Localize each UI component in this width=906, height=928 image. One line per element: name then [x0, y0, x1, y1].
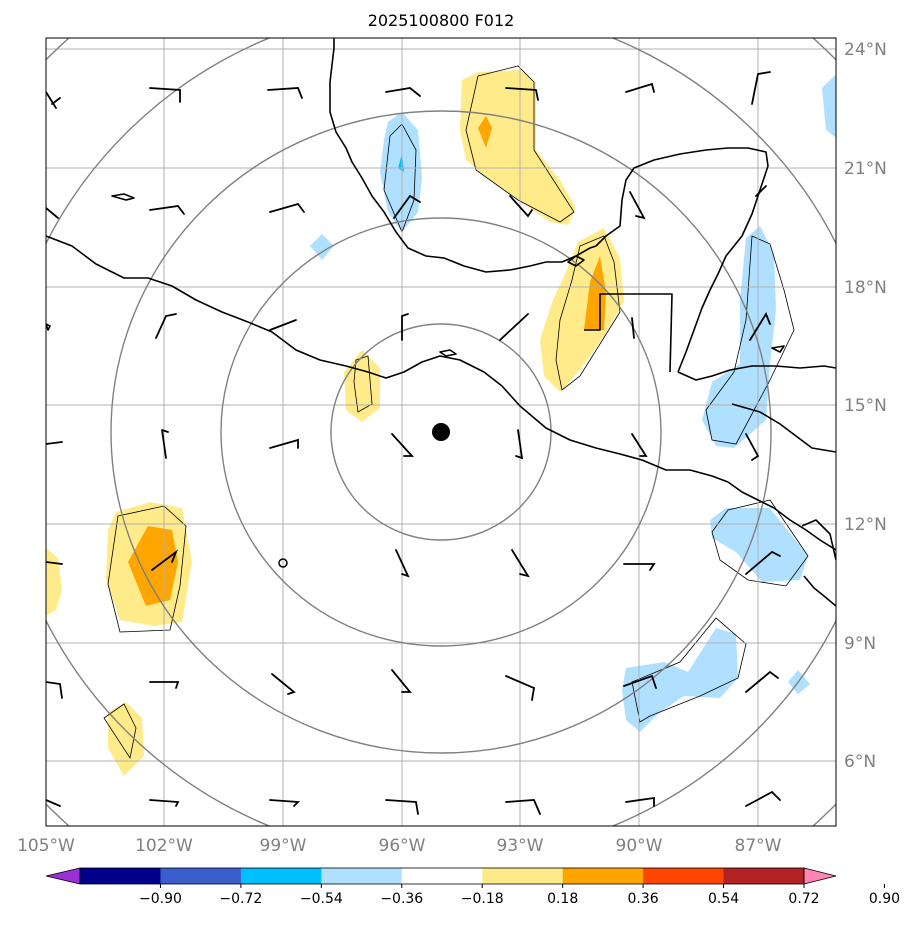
lat-label: 9°N [844, 634, 876, 654]
anomaly-shading [46, 70, 836, 776]
colorbar-tick-label: 0.54 [708, 891, 739, 907]
lat-label: 6°N [844, 752, 876, 772]
longitude-labels: 105°W 102°W 99°W 96°W 93°W 90°W 87°W [17, 836, 782, 856]
positive-anomaly-gulf-core [478, 116, 492, 148]
colorbar-segment [240, 868, 322, 884]
coastlines [46, 38, 836, 607]
colorbar-extend-high [803, 867, 837, 885]
colorbar-segment [160, 868, 242, 884]
colorbar-segment [401, 868, 483, 884]
coast-costa-rica [803, 575, 836, 607]
island-3 [439, 349, 457, 357]
lat-label: 12°N [844, 515, 887, 535]
colorbar-tick-label: −0.54 [300, 891, 343, 907]
colorbar-segment [321, 868, 403, 884]
border-mx-gt [584, 293, 673, 373]
colorbar-tick-label: 0.36 [628, 891, 659, 907]
wind-barbs [46, 71, 781, 815]
colorbar-extend-low [45, 867, 81, 885]
negative-anomaly-small [310, 234, 334, 260]
colorbar-outline [79, 867, 805, 885]
coast-gulf-mexico [329, 38, 597, 273]
lon-label: 99°W [260, 836, 307, 856]
island-5 [567, 255, 585, 267]
coast-yucatan [595, 147, 769, 373]
colorbar-tick-label: −0.18 [461, 891, 504, 907]
colorbar-segment [643, 868, 725, 884]
colorbar-segment [482, 868, 564, 884]
lat-label: 15°N [844, 396, 887, 416]
anomaly-contours [103, 65, 809, 760]
lat-label: 24°N [844, 40, 887, 60]
map-title: 2025100800 F012 [368, 11, 515, 30]
positive-anomaly-south [108, 702, 144, 776]
positive-anomaly-edge-left [46, 548, 62, 616]
colorbar-tick-label: 0.72 [788, 891, 819, 907]
coast-pacific-mexico [46, 235, 729, 483]
calm-marker [278, 558, 288, 568]
coast-central-america [727, 481, 836, 551]
graticule [46, 38, 836, 826]
storm-center-marker [432, 423, 450, 441]
map-border [45, 37, 837, 827]
island-2 [46, 323, 51, 331]
lat-label: 21°N [844, 159, 887, 179]
lon-label: 87°W [735, 836, 782, 856]
colorbar-tick-label: −0.36 [380, 891, 423, 907]
colorbar-tick-label: −0.90 [139, 891, 182, 907]
island-1 [111, 193, 135, 201]
colorbar-tick-label: 0.90 [869, 891, 900, 907]
colorbar-segment [80, 868, 161, 884]
lon-label: 105°W [17, 836, 75, 856]
colorbar-tick-label: 0.18 [547, 891, 578, 907]
colorbar-segment [562, 868, 644, 884]
lon-label: 96°W [379, 836, 426, 856]
lon-label: 102°W [135, 836, 193, 856]
latitude-labels: 24°N 21°N 18°N 15°N 12°N 9°N 6°N [844, 40, 887, 772]
positive-anomaly-west-core [128, 526, 178, 606]
positive-anomaly-gulf [460, 70, 576, 225]
negative-anomaly-east [710, 508, 808, 582]
negative-anomaly-ne-corner [822, 74, 836, 138]
negative-anomaly-southeast [622, 628, 738, 732]
lon-label: 93°W [497, 836, 544, 856]
colorbar-segment [723, 868, 805, 884]
lon-label: 90°W [616, 836, 663, 856]
lat-label: 18°N [844, 278, 887, 298]
colorbar: −0.90 −0.72 −0.54 −0.36 −0.18 0.18 0.36 0.54 0.7… [45, 867, 900, 907]
island-4 [771, 345, 785, 353]
border-east [731, 403, 836, 453]
coast-nicaragua [801, 519, 836, 561]
positive-anomaly-campeche [540, 228, 624, 392]
coast-belize-honduras [677, 365, 836, 381]
colorbar-tick-label: −0.72 [219, 891, 262, 907]
